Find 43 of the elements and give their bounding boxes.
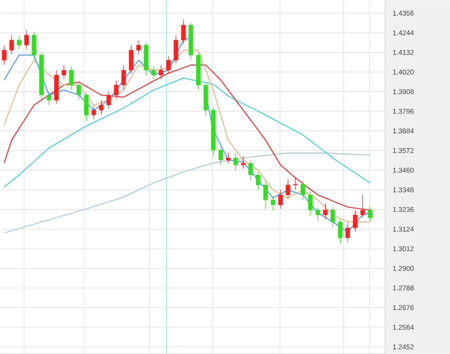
candlestick <box>166 56 171 74</box>
candlestick <box>278 189 283 210</box>
candlestick <box>2 45 6 66</box>
candlestick <box>345 222 350 242</box>
candlestick <box>114 80 118 99</box>
candlestick <box>9 34 14 55</box>
candlestick <box>300 180 306 200</box>
candlestick <box>98 100 104 114</box>
candlestick <box>16 36 22 50</box>
candlestick <box>92 105 96 120</box>
candlestick <box>256 172 260 190</box>
candlestick <box>248 159 253 181</box>
candlestick <box>106 91 111 110</box>
candlestick <box>368 206 372 222</box>
candlestick <box>46 91 52 106</box>
candlestick <box>233 152 238 170</box>
candlestick <box>128 45 134 74</box>
candlestick <box>136 40 141 55</box>
candlestick <box>360 194 365 218</box>
candlestick <box>352 210 358 232</box>
candlestick <box>218 147 223 166</box>
candlestick <box>293 176 298 190</box>
candlestick <box>76 80 82 100</box>
candlestick <box>330 206 336 228</box>
candlestick <box>226 152 230 164</box>
candlestick <box>174 34 178 64</box>
candlestick <box>181 19 186 44</box>
candlestick <box>270 196 276 211</box>
candlestick <box>69 66 74 90</box>
candlestick <box>240 156 246 169</box>
candlestick <box>24 30 29 50</box>
candlestick <box>308 190 313 216</box>
candlestick <box>316 206 320 222</box>
candlestick <box>62 64 66 80</box>
candlestick <box>84 92 89 122</box>
candlestick <box>151 66 156 80</box>
candlestick <box>323 203 328 220</box>
candlestick <box>286 178 290 199</box>
candlestick <box>32 31 36 60</box>
candlestick <box>263 180 268 210</box>
candlestick <box>121 64 126 90</box>
candlestick <box>158 64 164 80</box>
candlestick <box>338 218 342 244</box>
